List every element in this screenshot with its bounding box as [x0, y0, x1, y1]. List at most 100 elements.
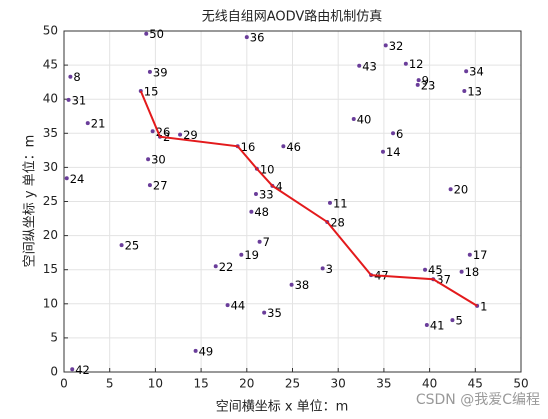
y-axis-label: 空间纵坐标 y 单位：m	[23, 135, 38, 268]
x-tick-label: 35	[376, 377, 391, 391]
node-label: 12	[409, 57, 424, 71]
node-label: 17	[473, 248, 488, 262]
node-marker	[85, 121, 90, 126]
node-marker	[327, 200, 332, 205]
x-tick-label: 0	[60, 377, 68, 391]
x-tick-label: 10	[148, 377, 163, 391]
y-tick-label: 15	[43, 262, 58, 276]
node-label: 32	[389, 39, 404, 53]
watermark: CSDN @我爱C编程	[416, 392, 540, 408]
node-label: 49	[199, 344, 214, 358]
node-marker	[351, 116, 356, 121]
node-marker	[147, 183, 152, 188]
node-marker	[144, 31, 149, 36]
chart-title: 无线自组网AODV路由机制仿真	[202, 9, 383, 25]
node-marker	[68, 74, 73, 79]
node-marker	[257, 239, 262, 244]
node-label: 24	[70, 172, 85, 186]
node-marker	[289, 282, 294, 287]
y-tick-label: 0	[50, 365, 58, 379]
y-tick-label: 35	[43, 126, 58, 140]
y-tick-label: 45	[43, 58, 58, 72]
node-label: 21	[91, 117, 106, 131]
node-label: 27	[153, 179, 168, 193]
node-marker	[225, 303, 230, 308]
node-label: 8	[73, 70, 80, 84]
x-tick-label: 20	[239, 377, 254, 391]
node-marker	[249, 209, 254, 214]
node-marker	[380, 149, 385, 154]
node-marker	[178, 132, 183, 137]
node-marker	[391, 131, 396, 136]
y-tick-label: 20	[43, 228, 58, 242]
node-marker	[448, 187, 453, 192]
node-label: 29	[183, 128, 198, 142]
node-marker	[467, 252, 472, 257]
node-label: 35	[267, 306, 282, 320]
node-label: 13	[467, 85, 482, 99]
x-tick-label: 40	[422, 377, 437, 391]
node-label: 31	[72, 93, 87, 107]
axes-box	[63, 30, 522, 373]
node-label: 30	[151, 153, 166, 167]
node-label: 5	[455, 314, 462, 328]
node-label: 16	[241, 140, 256, 154]
y-tick-label: 40	[43, 92, 58, 106]
node-label: 40	[357, 112, 372, 126]
node-label: 18	[465, 265, 480, 279]
node-label: 28	[330, 215, 345, 229]
node-label: 4	[275, 179, 282, 193]
node-label: 46	[286, 140, 301, 154]
node-marker	[357, 63, 362, 68]
y-tick-label: 5	[50, 330, 58, 344]
node-label: 48	[254, 205, 269, 219]
node-label: 7	[263, 235, 270, 249]
node-label: 9	[422, 74, 429, 88]
node-marker	[119, 243, 124, 248]
node-label: 50	[149, 27, 164, 41]
node-label: 1	[480, 299, 487, 313]
node-marker	[253, 191, 258, 196]
y-tick-label: 10	[43, 296, 58, 310]
node-label: 6	[396, 127, 403, 141]
node-marker	[462, 89, 467, 94]
node-marker	[66, 97, 71, 102]
node-marker	[213, 264, 218, 269]
node-marker	[70, 367, 75, 372]
node-label: 36	[250, 31, 265, 45]
x-axis-label: 空间横坐标 x 单位：m	[216, 400, 349, 415]
node-label: 44	[231, 299, 246, 313]
node-label: 11	[333, 196, 348, 210]
node-marker	[239, 252, 244, 257]
x-tick-label: 15	[193, 377, 208, 391]
node-label: 14	[386, 145, 401, 159]
y-tick-label: 30	[43, 160, 58, 174]
node-label: 38	[295, 278, 310, 292]
node-marker	[464, 69, 469, 74]
node-marker	[383, 43, 388, 48]
node-label: 23	[421, 78, 436, 92]
node-marker	[416, 78, 421, 83]
node-marker	[150, 129, 155, 134]
x-tick-label: 30	[331, 377, 346, 391]
node-marker	[147, 69, 152, 74]
node-marker	[146, 157, 151, 162]
node-marker	[262, 310, 267, 315]
node-label: 43	[362, 59, 377, 73]
node-marker	[244, 35, 249, 40]
node-marker	[320, 266, 325, 271]
node-label: 45	[428, 263, 443, 277]
y-tick-label: 25	[43, 194, 58, 208]
node-label: 3	[326, 262, 333, 276]
node-marker	[423, 267, 428, 272]
x-tick-label: 5	[106, 377, 114, 391]
route-line	[139, 90, 478, 307]
node-label: 19	[244, 248, 259, 262]
node-label: 34	[469, 65, 484, 79]
node-marker	[403, 61, 408, 66]
x-tick-label: 25	[285, 377, 300, 391]
node-label: 20	[454, 183, 469, 197]
x-tick-label: 50	[513, 377, 528, 391]
node-label: 10	[260, 162, 275, 176]
